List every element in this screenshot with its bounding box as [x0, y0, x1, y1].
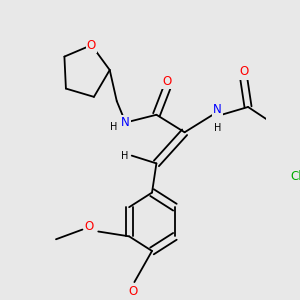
Text: O: O [128, 285, 137, 298]
Text: H: H [121, 151, 128, 160]
Text: O: O [87, 39, 96, 52]
Text: Cl: Cl [291, 169, 300, 182]
Text: H: H [110, 122, 117, 132]
Text: O: O [85, 220, 94, 233]
Text: O: O [162, 75, 172, 88]
Text: H: H [214, 123, 221, 134]
Text: N: N [213, 103, 222, 116]
Text: O: O [239, 65, 248, 79]
Text: N: N [121, 116, 130, 129]
